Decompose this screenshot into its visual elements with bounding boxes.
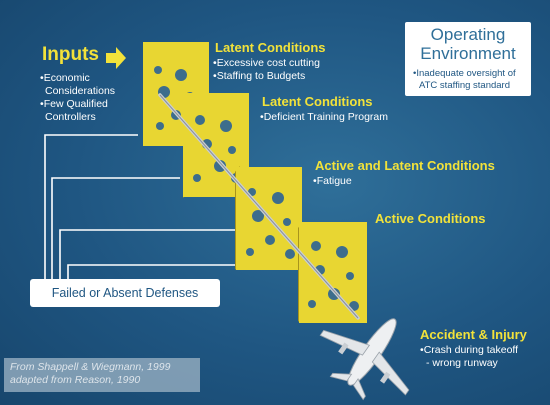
connector-line: [44, 134, 138, 282]
failed-defenses-label: Failed or Absent Defenses: [51, 286, 199, 300]
layer-1-heading: Latent Conditions: [215, 40, 326, 55]
operating-environment-title-1: Operating: [430, 25, 506, 44]
outcome-list: Crash during takeoff - wrong runway: [420, 344, 518, 370]
cheese-slice-4: [298, 222, 367, 323]
inputs-heading: Inputs: [42, 44, 99, 65]
layer-1-item: Excessive cost cutting: [213, 57, 320, 70]
operating-environment-item: ATC staffing standard: [419, 79, 511, 91]
outcome-heading: Accident & Injury: [420, 327, 527, 342]
inputs-list: Economic Considerations Few Qualified Co…: [40, 72, 115, 124]
inputs-item: Controllers: [45, 111, 96, 123]
layer-3-heading: Active and Latent Conditions: [315, 158, 495, 173]
layer-2-list: Deficient Training Program: [260, 111, 388, 124]
operating-environment-item: Inadequate oversight of: [413, 68, 531, 80]
outcome-item-continued: - wrong runway: [426, 357, 498, 369]
layer-2-item: Deficient Training Program: [260, 111, 388, 124]
arrow-right-icon: [106, 47, 126, 69]
connector-line: [67, 264, 300, 282]
operating-environment-title-2: Environment: [420, 44, 516, 63]
defense-connectors: [44, 134, 300, 282]
inputs-item: Considerations: [45, 85, 116, 97]
operating-environment-box: Operating Environment Inadequate oversig…: [405, 22, 531, 96]
inputs-item: Economic: [40, 72, 115, 85]
layer-1-list: Excessive cost cutting Staffing to Budge…: [213, 57, 320, 83]
airplane-icon: [319, 318, 410, 401]
inputs-item: Few Qualified: [40, 98, 115, 111]
accident-trajectory-shade: [159, 94, 359, 319]
layer-1-item: Staffing to Budgets: [213, 70, 320, 83]
layer-3-item: Fatigue: [313, 175, 352, 188]
layer-3-list: Fatigue: [313, 175, 352, 188]
citation-line-2: adapted from Reason, 1990: [10, 374, 141, 386]
outcome-item: Crash during takeoff: [420, 344, 518, 357]
citation-line-1: From Shappell & Wiegmann, 1999: [10, 361, 171, 373]
operating-environment-list: Inadequate oversight of ATC staffing sta…: [405, 68, 531, 91]
layer-2-heading: Latent Conditions: [262, 94, 373, 109]
connector-line: [59, 229, 235, 282]
failed-defenses-box: Failed or Absent Defenses: [30, 279, 220, 307]
connector-line: [51, 177, 180, 282]
citation-box: From Shappell & Wiegmann, 1999 adapted f…: [4, 358, 200, 392]
layer-4-heading: Active Conditions: [375, 211, 486, 226]
